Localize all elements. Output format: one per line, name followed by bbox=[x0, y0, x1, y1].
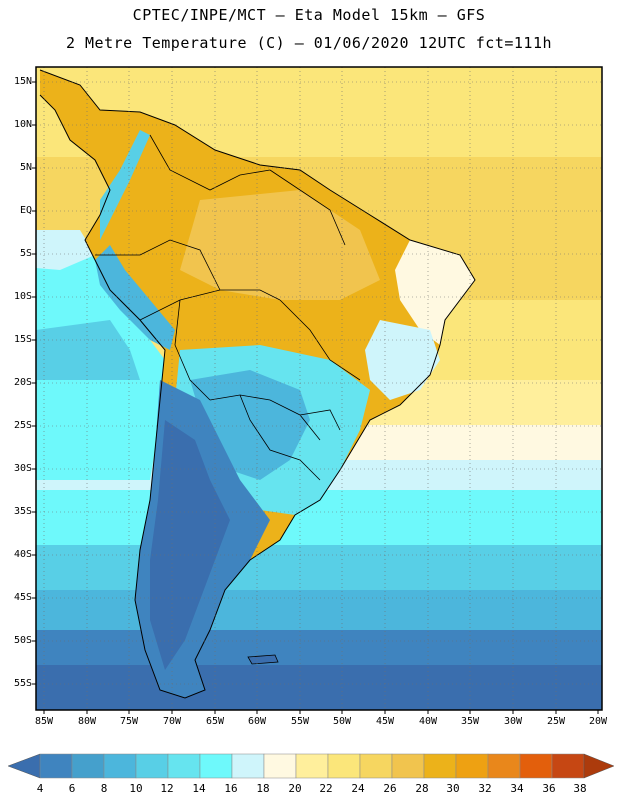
colorbar-swatch bbox=[71, 753, 105, 779]
lat-label: 55S bbox=[13, 678, 32, 689]
lon-label: 30W bbox=[503, 716, 523, 727]
map-frame bbox=[35, 66, 603, 711]
colorbar-tick-label: 30 bbox=[446, 782, 460, 795]
lon-label: 40W bbox=[418, 716, 438, 727]
colorbar-swatch bbox=[231, 753, 265, 779]
colorbar-tick-label: 14 bbox=[192, 782, 206, 795]
lon-label: 75W bbox=[119, 716, 139, 727]
colorbar-swatch bbox=[455, 753, 489, 779]
colorbar-left-arrow bbox=[7, 753, 41, 779]
colorbar-tick-label: 4 bbox=[36, 782, 44, 795]
colorbar-tick-label: 18 bbox=[256, 782, 270, 795]
colorbar-swatch bbox=[39, 753, 73, 779]
colorbar-tick-label: 36 bbox=[542, 782, 556, 795]
lat-label: 25S bbox=[13, 420, 32, 431]
colorbar-tick-label: 28 bbox=[415, 782, 429, 795]
lat-label: 45S bbox=[13, 592, 32, 603]
colorbar-swatch bbox=[103, 753, 137, 779]
map-title-line2: 2 Metre Temperature (C) – 01/06/2020 12U… bbox=[65, 34, 553, 52]
lat-label: 40S bbox=[13, 549, 32, 560]
colorbar-swatch bbox=[263, 753, 297, 779]
lon-label: 65W bbox=[205, 716, 225, 727]
colorbar-right-arrow bbox=[583, 753, 615, 779]
lon-label: 25W bbox=[546, 716, 566, 727]
colorbar-tick-label: 34 bbox=[510, 782, 524, 795]
colorbar-tick-label: 22 bbox=[319, 782, 333, 795]
lon-label: 70W bbox=[162, 716, 182, 727]
lat-label: 50S bbox=[13, 635, 32, 646]
lon-label: 60W bbox=[247, 716, 267, 727]
map-title-line1: CPTEC/INPE/MCT – Eta Model 15km – GFS bbox=[132, 6, 486, 24]
lat-label: 5S bbox=[19, 248, 32, 259]
colorbar-swatch bbox=[167, 753, 201, 779]
lon-label: 80W bbox=[77, 716, 97, 727]
lon-label: 55W bbox=[290, 716, 310, 727]
colorbar-swatch bbox=[487, 753, 521, 779]
colorbar-tick-label: 24 bbox=[351, 782, 365, 795]
colorbar-swatch bbox=[551, 753, 585, 779]
colorbar-swatch bbox=[327, 753, 361, 779]
lat-label: 10N bbox=[13, 119, 32, 130]
colorbar-tick-label: 38 bbox=[573, 782, 587, 795]
lat-label: EQ bbox=[19, 205, 32, 216]
lat-label: 15S bbox=[13, 334, 32, 345]
lon-label: 20W bbox=[588, 716, 608, 727]
temperature-field bbox=[36, 67, 602, 710]
coastline bbox=[39, 69, 476, 699]
lon-label: 50W bbox=[332, 716, 352, 727]
colorbar-tick-label: 12 bbox=[160, 782, 174, 795]
colorbar-swatch bbox=[391, 753, 425, 779]
colorbar-tick-label: 10 bbox=[129, 782, 143, 795]
colorbar-tick-label: 26 bbox=[383, 782, 397, 795]
lat-label: 35S bbox=[13, 506, 32, 517]
lon-label: 85W bbox=[34, 716, 54, 727]
colorbar-tick-label: 20 bbox=[288, 782, 302, 795]
colorbar-swatch bbox=[199, 753, 233, 779]
lat-label: 20S bbox=[13, 377, 32, 388]
colorbar-tick-label: 32 bbox=[478, 782, 492, 795]
colorbar-tick-label: 6 bbox=[68, 782, 76, 795]
colorbar-swatch bbox=[519, 753, 553, 779]
lon-label: 35W bbox=[460, 716, 480, 727]
colorbar-swatch bbox=[295, 753, 329, 779]
colorbar-swatch bbox=[135, 753, 169, 779]
colorbar-tick-label: 16 bbox=[224, 782, 238, 795]
colorbar-swatch bbox=[423, 753, 457, 779]
lat-label: 5N bbox=[19, 162, 32, 173]
lat-label: 30S bbox=[13, 463, 32, 474]
colorbar bbox=[7, 753, 615, 779]
lat-label: 15N bbox=[13, 76, 32, 87]
lat-label: 10S bbox=[13, 291, 32, 302]
colorbar-tick-label: 8 bbox=[100, 782, 108, 795]
lon-label: 45W bbox=[375, 716, 395, 727]
colorbar-swatch bbox=[359, 753, 393, 779]
country-borders bbox=[95, 134, 361, 481]
